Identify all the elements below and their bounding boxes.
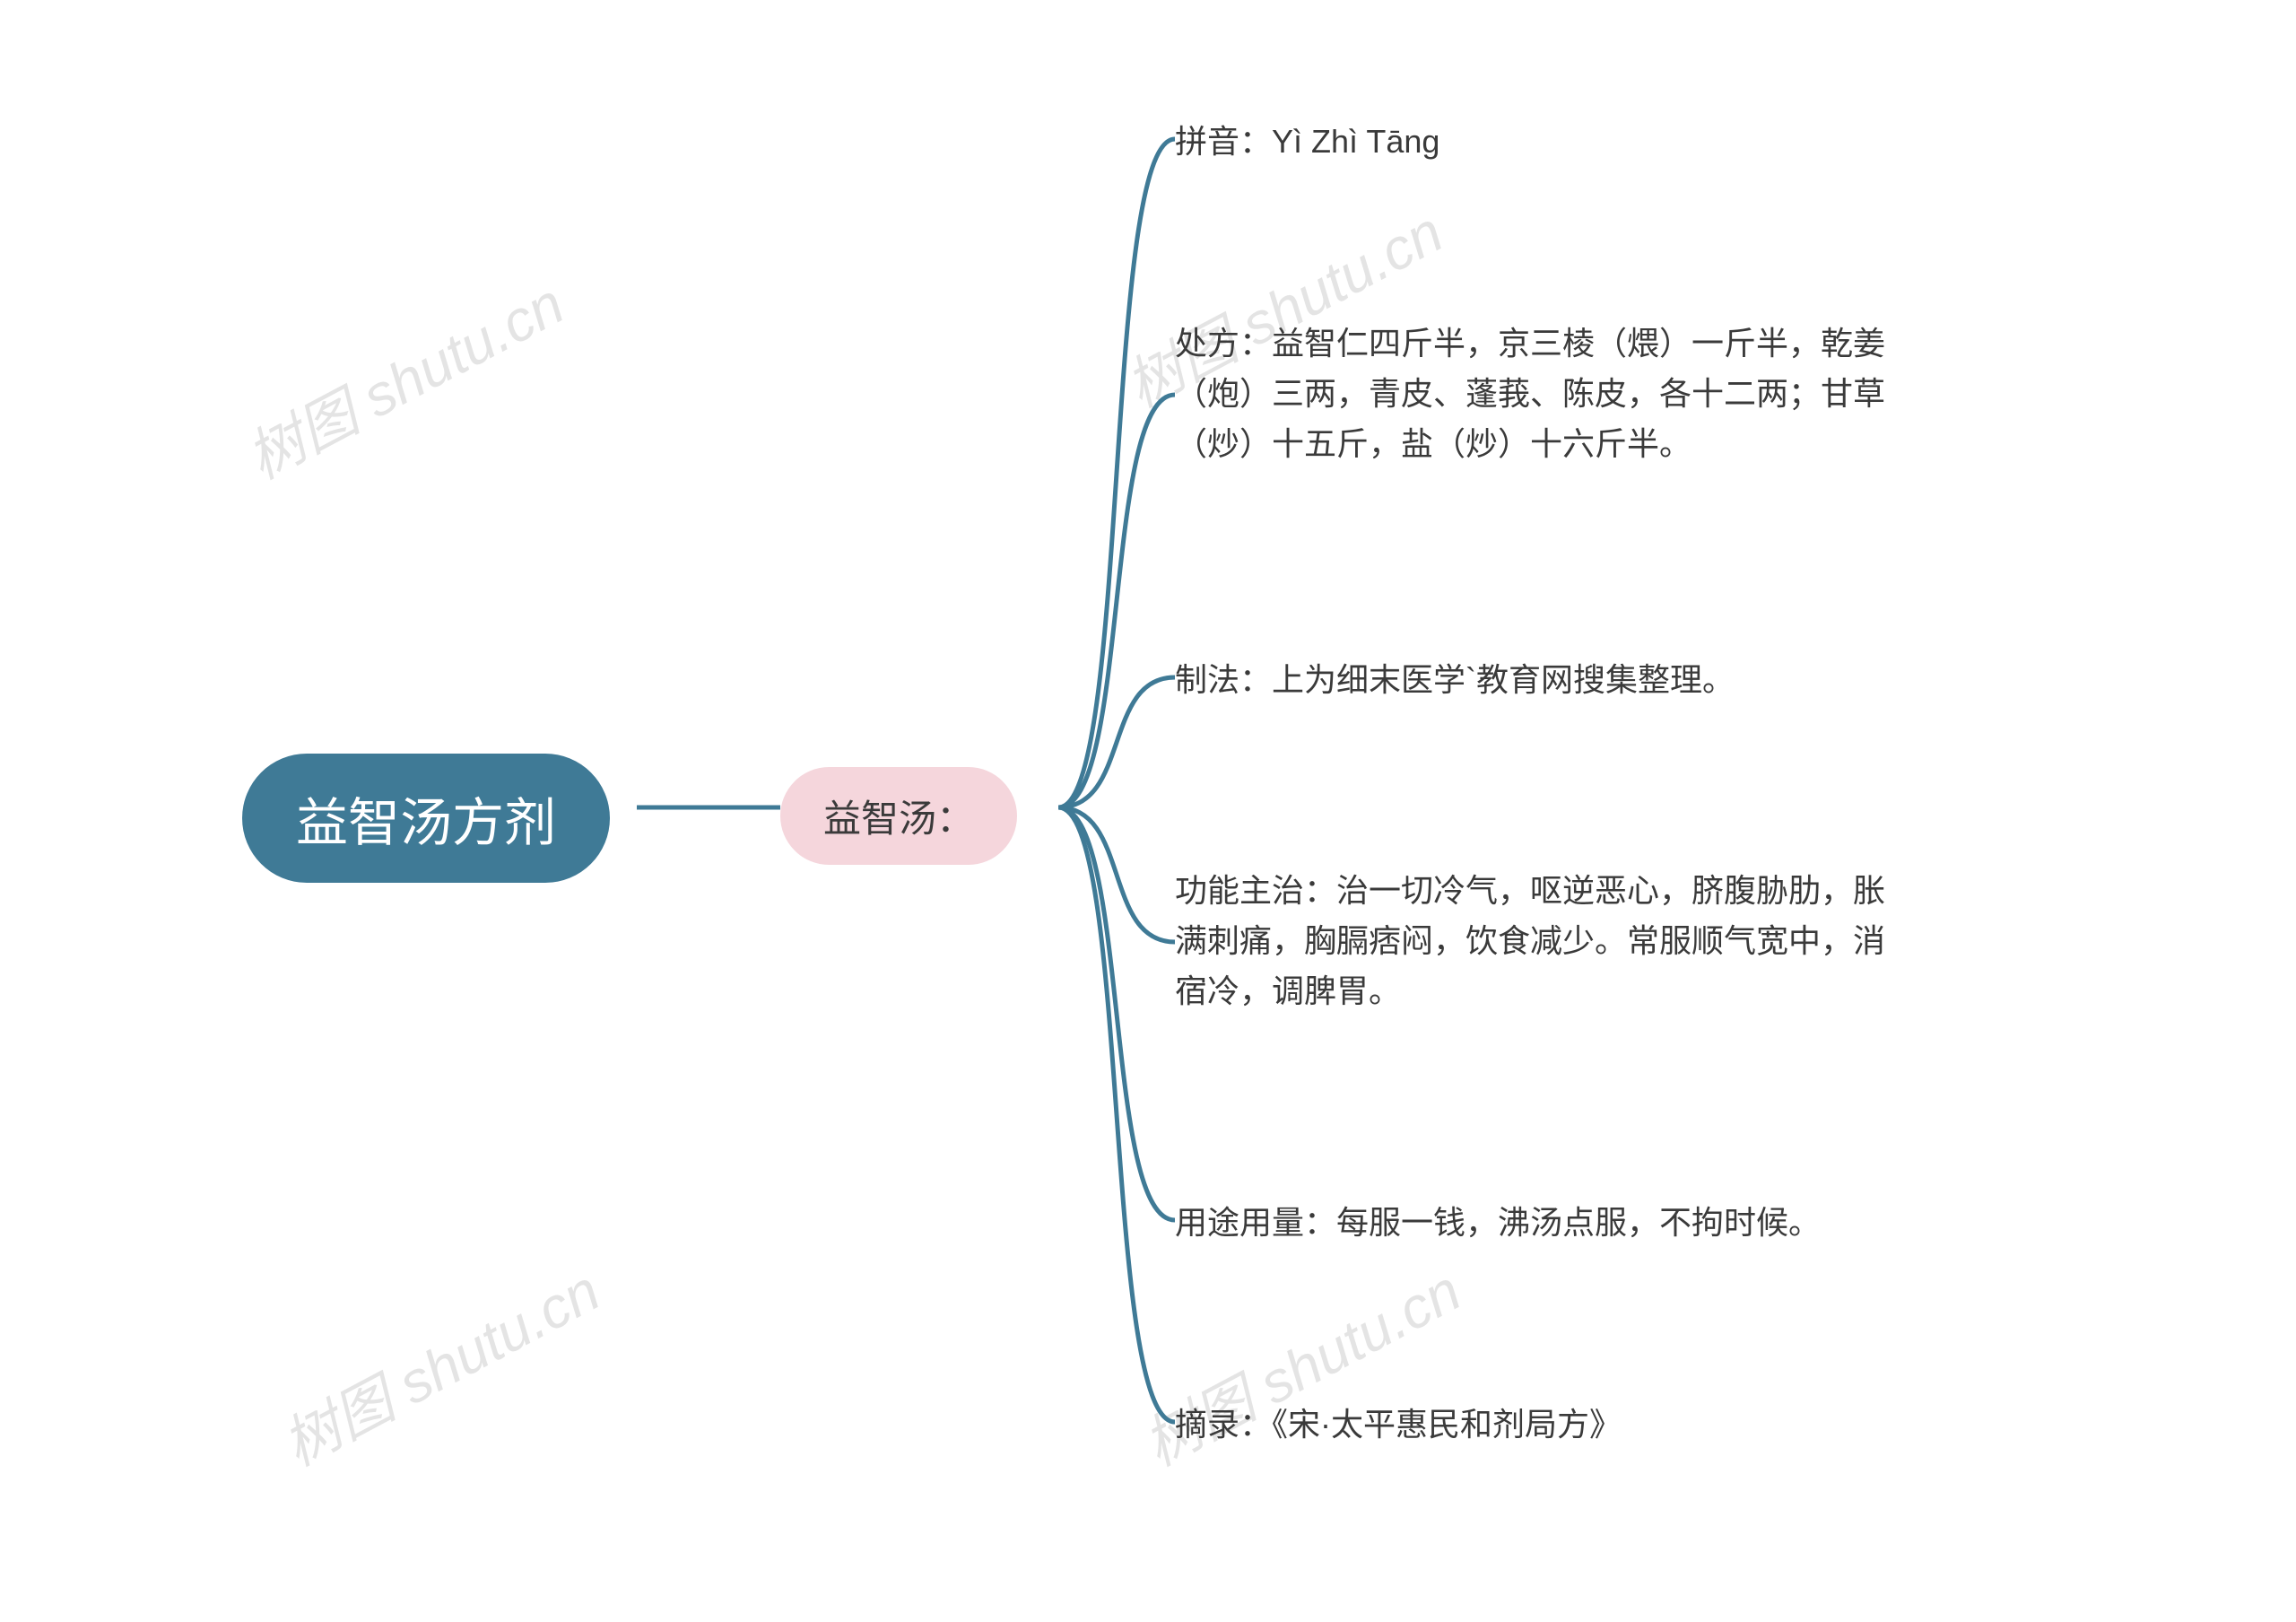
leaf-pinyin: 拼音：Yì Zhì Tāng (1175, 117, 1439, 167)
leaf-chufang: 处方：益智仁四斤半，京三棱（煨）一斤半，乾姜（炮）三两，青皮、蓬莪、陈皮，各十二… (1175, 318, 1910, 468)
leaf-gongneng: 功能主治：治一切冷气，呕逆恶心，脐腹胁肋，胀满刺痛，胸膈痞闷，饮食减少。常服顺气… (1175, 866, 1910, 1016)
watermark: 树图 shutu.cn (266, 1246, 613, 1482)
watermark: 树图 shutu.cn (230, 259, 577, 495)
root-node: 益智汤方剂 (242, 754, 610, 883)
leaf-zhifa: 制法：上为细末医学`教育网搜集整理。 (1175, 655, 1735, 705)
leaf-zhailu: 摘录：《宋·太平惠民和剂局方》 (1175, 1400, 1622, 1450)
leaf-yongtu: 用途用量：每服一钱，沸汤点服，不拘时候。 (1175, 1198, 1821, 1248)
sub-node: 益智汤： (780, 767, 1017, 865)
